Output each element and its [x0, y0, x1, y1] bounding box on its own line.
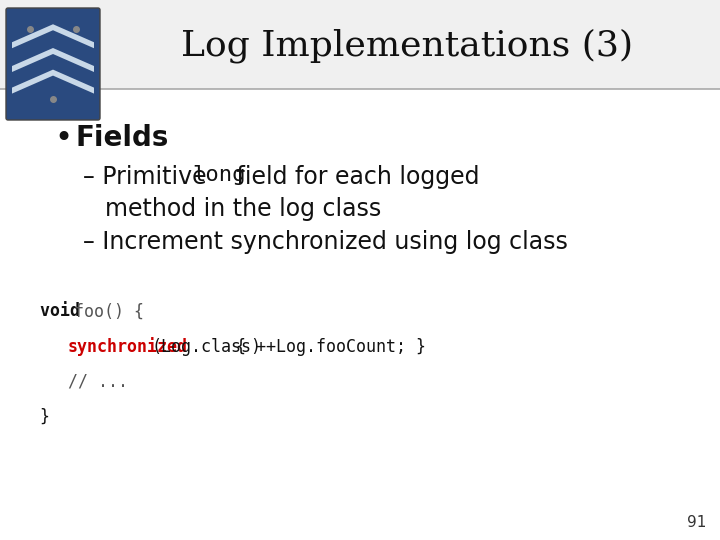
FancyBboxPatch shape	[6, 8, 100, 120]
Text: long: long	[193, 165, 246, 185]
Text: 91: 91	[687, 515, 706, 530]
Text: synchronized: synchronized	[68, 338, 188, 356]
Text: •: •	[54, 124, 72, 153]
Text: void: void	[40, 302, 89, 320]
Polygon shape	[12, 70, 94, 93]
Text: (Log.class): (Log.class)	[152, 338, 261, 355]
Polygon shape	[12, 48, 94, 72]
Text: method in the log class: method in the log class	[105, 197, 381, 221]
Bar	[0, 0, 720, 89]
Polygon shape	[12, 24, 94, 48]
Text: { ++Log.fooCount; }: { ++Log.fooCount; }	[225, 338, 426, 355]
Text: }: }	[40, 408, 50, 426]
Text: – Primitive: – Primitive	[83, 165, 214, 188]
Text: Fields: Fields	[76, 124, 169, 152]
Bar	[0, 89, 720, 540]
Text: foo() {: foo() {	[73, 302, 143, 320]
Text: field for each logged: field for each logged	[229, 165, 480, 188]
Text: // ...: // ...	[68, 373, 127, 390]
Text: – Increment synchronized using log class: – Increment synchronized using log class	[83, 230, 567, 253]
Text: Log Implementations (3): Log Implementations (3)	[181, 29, 633, 63]
